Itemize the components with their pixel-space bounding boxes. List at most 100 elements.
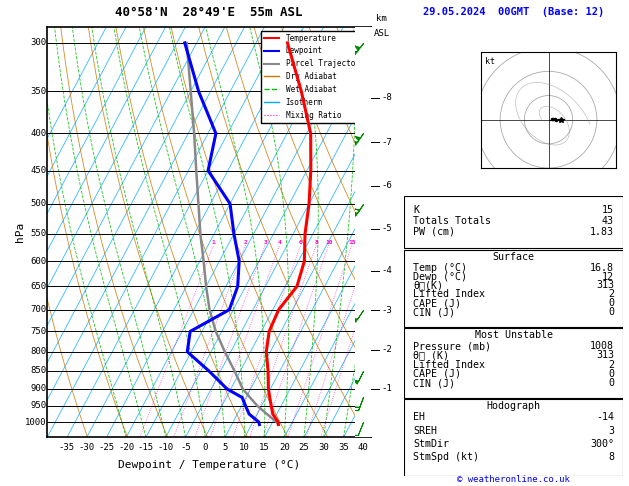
Text: 350: 350 [31, 87, 47, 96]
Text: -8: -8 [382, 93, 392, 102]
Text: EH: EH [413, 413, 425, 422]
Text: 850: 850 [31, 366, 47, 375]
Text: 0: 0 [608, 369, 614, 379]
Bar [404, 399, 623, 476]
Text: Dewpoint / Temperature (°C): Dewpoint / Temperature (°C) [118, 460, 300, 470]
Text: -30: -30 [79, 443, 95, 452]
Text: 15: 15 [259, 443, 270, 452]
Text: K: K [413, 205, 419, 215]
Text: 5: 5 [222, 443, 228, 452]
Text: 800: 800 [31, 347, 47, 356]
Text: 25: 25 [379, 240, 386, 245]
Text: 35: 35 [338, 443, 349, 452]
Text: 313: 313 [596, 350, 614, 360]
Text: 2: 2 [243, 240, 247, 245]
Text: LCL: LCL [372, 407, 386, 417]
Text: © weatheronline.co.uk: © weatheronline.co.uk [457, 475, 570, 484]
Text: 450: 450 [31, 166, 47, 175]
Text: 6: 6 [299, 240, 303, 245]
Text: Lifted Index: Lifted Index [413, 289, 485, 299]
Text: -10: -10 [158, 443, 174, 452]
Text: CAPE (J): CAPE (J) [413, 298, 461, 308]
Text: ASL: ASL [374, 29, 390, 38]
Text: 600: 600 [31, 257, 47, 266]
Text: Lifted Index: Lifted Index [413, 360, 485, 369]
Text: 0: 0 [203, 443, 208, 452]
Text: 1.83: 1.83 [590, 226, 614, 237]
Bar [404, 196, 623, 248]
Text: -3: -3 [382, 306, 392, 314]
Text: 900: 900 [31, 384, 47, 393]
Text: 15: 15 [348, 240, 355, 245]
Text: 500: 500 [31, 199, 47, 208]
Text: 30: 30 [318, 443, 329, 452]
Text: 950: 950 [31, 401, 47, 410]
Text: -5: -5 [382, 224, 392, 233]
Text: CIN (J): CIN (J) [413, 378, 455, 388]
Text: 2: 2 [608, 289, 614, 299]
Text: -7: -7 [382, 138, 392, 146]
Text: 2: 2 [608, 360, 614, 369]
Text: 0: 0 [608, 298, 614, 308]
Text: PW (cm): PW (cm) [413, 226, 455, 237]
Text: -20: -20 [118, 443, 134, 452]
Text: CAPE (J): CAPE (J) [413, 369, 461, 379]
Text: 29.05.2024  00GMT  (Base: 12): 29.05.2024 00GMT (Base: 12) [423, 7, 604, 17]
Text: 40°58'N  28°49'E  55m ASL: 40°58'N 28°49'E 55m ASL [115, 6, 303, 19]
Text: 12: 12 [602, 272, 614, 281]
Text: 16.8: 16.8 [590, 263, 614, 273]
Text: 1000: 1000 [25, 417, 47, 427]
Text: 400: 400 [31, 129, 47, 138]
Text: θᴄ(K): θᴄ(K) [413, 280, 443, 291]
Bar [404, 249, 623, 327]
Text: 43: 43 [602, 216, 614, 226]
Text: km: km [376, 14, 387, 23]
Text: -5: -5 [180, 443, 191, 452]
Text: Totals Totals: Totals Totals [413, 216, 491, 226]
Text: Surface: Surface [493, 252, 535, 261]
Text: 3: 3 [608, 426, 614, 436]
Text: 10: 10 [239, 443, 250, 452]
Text: 10: 10 [325, 240, 332, 245]
Text: 8: 8 [314, 240, 318, 245]
Text: 650: 650 [31, 282, 47, 291]
Text: 4: 4 [278, 240, 281, 245]
Text: 25: 25 [299, 443, 309, 452]
Text: Most Unstable: Most Unstable [474, 330, 553, 340]
Text: 15: 15 [602, 205, 614, 215]
Text: 3: 3 [264, 240, 267, 245]
Bar [404, 328, 623, 398]
Text: 313: 313 [596, 280, 614, 291]
Text: 0: 0 [608, 378, 614, 388]
Text: CIN (J): CIN (J) [413, 307, 455, 317]
Text: 700: 700 [31, 305, 47, 314]
Text: -2: -2 [382, 345, 392, 354]
Text: -35: -35 [59, 443, 75, 452]
Text: Hodograph: Hodograph [487, 401, 540, 411]
Text: 0: 0 [608, 307, 614, 317]
Text: 40: 40 [358, 443, 369, 452]
Text: θᴄ (K): θᴄ (K) [413, 350, 449, 360]
Text: 20: 20 [279, 443, 289, 452]
Text: StmSpd (kt): StmSpd (kt) [413, 452, 479, 462]
Text: -4: -4 [382, 266, 392, 276]
Text: Pressure (mb): Pressure (mb) [413, 341, 491, 351]
Text: Temp (°C): Temp (°C) [413, 263, 467, 273]
Text: hPa: hPa [14, 222, 25, 242]
Text: Dewp (°C): Dewp (°C) [413, 272, 467, 281]
Text: 1008: 1008 [590, 341, 614, 351]
Text: 20: 20 [365, 240, 372, 245]
Text: 1: 1 [212, 240, 216, 245]
Text: -15: -15 [138, 443, 154, 452]
Text: 8: 8 [608, 452, 614, 462]
Text: -6: -6 [382, 181, 392, 190]
Text: 750: 750 [31, 327, 47, 336]
Text: -14: -14 [596, 413, 614, 422]
Text: -1: -1 [382, 384, 392, 393]
Text: 300: 300 [31, 38, 47, 47]
Text: StmDir: StmDir [413, 439, 449, 449]
Legend: Temperature, Dewpoint, Parcel Trajectory, Dry Adiabat, Wet Adiabat, Isotherm, Mi: Temperature, Dewpoint, Parcel Trajectory… [261, 31, 367, 122]
Text: 300°: 300° [590, 439, 614, 449]
Text: SREH: SREH [413, 426, 437, 436]
Text: -25: -25 [98, 443, 114, 452]
